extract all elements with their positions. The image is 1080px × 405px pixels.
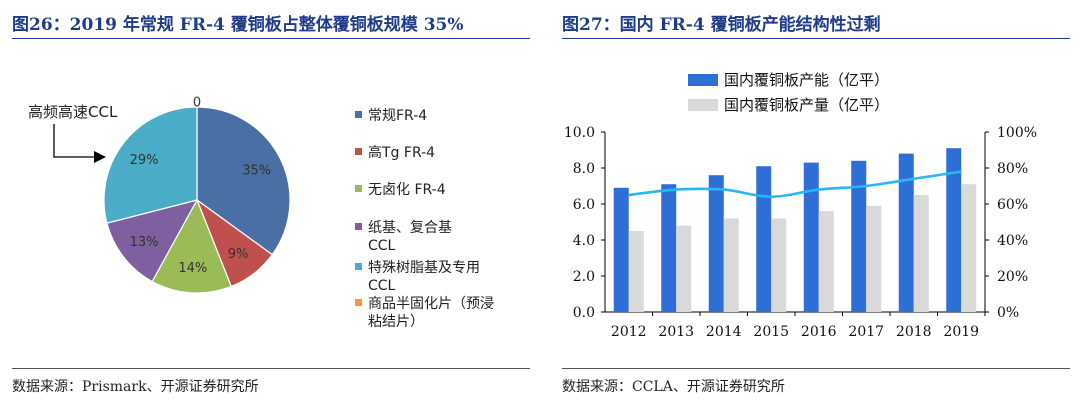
y-tick-label: 2.0 (573, 269, 595, 285)
pie-data-label: 14% (178, 261, 207, 276)
output-bar (961, 184, 977, 312)
capacity-bar (661, 184, 677, 312)
pie-data-label: 9% (228, 247, 249, 262)
pie-figure-title: 图26：2019 年常规 FR-4 覆铜板占整体覆铜板规模 35% (12, 15, 464, 35)
output-bar (818, 211, 834, 312)
output-bar (913, 195, 929, 312)
capacity-bar (803, 162, 819, 312)
output-bar (676, 225, 692, 312)
bar-line-chart: 0.0 2.0 4.0 6.0 8.0 10.0 0% 20% 40% 60% 80% 100% 201… (564, 71, 1037, 340)
bar-legend-label: 国内覆铜板产能（亿平） (724, 71, 889, 89)
pie-source-note: 数据来源：Prismark、开源证券研究所 (12, 379, 259, 395)
x-tick-label: 2019 (943, 324, 979, 340)
output-bar (866, 205, 882, 312)
y2-tick-label: 0% (997, 305, 1019, 321)
y2-tick-label: 20% (997, 269, 1028, 285)
y2-tick-label: 80% (997, 161, 1028, 177)
bar-source-note: 数据来源：CCLA、开源证券研究所 (562, 379, 785, 395)
x-tick-label: 2014 (706, 324, 742, 340)
legend-swatch (355, 263, 362, 270)
pie-legend-label: 纸基、复合基 CCL (368, 219, 452, 254)
callout-arrowhead (94, 151, 106, 163)
output-bar (771, 218, 787, 312)
capacity-bar (851, 160, 867, 312)
legend-swatch (355, 223, 362, 230)
x-tick-label: 2012 (611, 324, 647, 340)
y-tick-label: 10.0 (564, 125, 595, 141)
left-panel: 图26：2019 年常规 FR-4 覆铜板占整体覆铜板规模 35% 35% 9% 1… (12, 15, 530, 395)
pie-data-label: 35% (242, 164, 271, 179)
pie-slice (103, 106, 198, 224)
pie-legend-label: 常规FR-4 (368, 108, 427, 124)
source-divider (562, 368, 1070, 369)
x-tick-label: 2013 (658, 324, 694, 340)
pie-legend-label: 特殊树脂基及专用 CCL (368, 259, 480, 294)
y-tick-label: 4.0 (573, 233, 595, 249)
legend-swatch (355, 185, 362, 192)
pie-slice (151, 198, 233, 294)
pie-data-label: 0 (193, 95, 201, 110)
bar-legend-label: 国内覆铜板产量（亿平） (724, 96, 889, 114)
y2-tick-label: 60% (997, 197, 1028, 213)
x-tick-label: 2017 (848, 324, 884, 340)
pie-slice (106, 199, 199, 283)
capacity-bar (708, 175, 724, 312)
legend-swatch (688, 74, 718, 86)
y2-tick-label: 40% (997, 233, 1028, 249)
pie-chart: 35% 9% 14% 13% 29% 0 高频高速CCL 常规FR-4 高Tg FR-4 无卤化 … (28, 95, 494, 330)
legend-swatch (355, 111, 362, 118)
pie-legend-label: 无卤化 FR-4 (368, 182, 446, 198)
utilization-line (628, 170, 962, 199)
x-tick-label: 2018 (896, 324, 932, 340)
capacity-bar (613, 187, 629, 312)
title-divider (562, 38, 1070, 39)
bar-figure-title: 图27：国内 FR-4 覆铜板产能结构性过剩 (562, 15, 881, 35)
pie-data-label: 13% (130, 235, 159, 250)
title-divider (12, 38, 530, 39)
y-tick-label: 6.0 (573, 197, 595, 213)
x-tick-label: 2016 (801, 324, 837, 340)
y-tick-label: 8.0 (573, 161, 595, 177)
capacity-bar (898, 153, 914, 312)
legend-swatch (688, 99, 718, 111)
capacity-bar (946, 148, 962, 312)
pie-callout-label: 高频高速CCL (28, 103, 118, 121)
capacity-bar (756, 166, 772, 312)
pie-legend-label: 高Tg FR-4 (368, 144, 435, 161)
legend-swatch (355, 299, 362, 306)
y2-tick-label: 100% (997, 125, 1037, 141)
output-bar (723, 218, 739, 312)
callout-arrow-line (53, 124, 96, 158)
x-tick-label: 2015 (753, 324, 789, 340)
output-bar (628, 231, 644, 312)
pie-data-label: 29% (130, 153, 159, 168)
y-tick-label: 0.0 (573, 305, 595, 321)
legend-swatch (355, 148, 362, 155)
pie-legend-label: 商品半固化片（预浸粘结片） (368, 296, 494, 330)
source-divider (12, 368, 530, 369)
pie-slice (196, 106, 291, 256)
right-panel: 图27：国内 FR-4 覆铜板产能结构性过剩 0.0 2.0 4.0 6.0 8.0 10… (550, 0, 1080, 405)
